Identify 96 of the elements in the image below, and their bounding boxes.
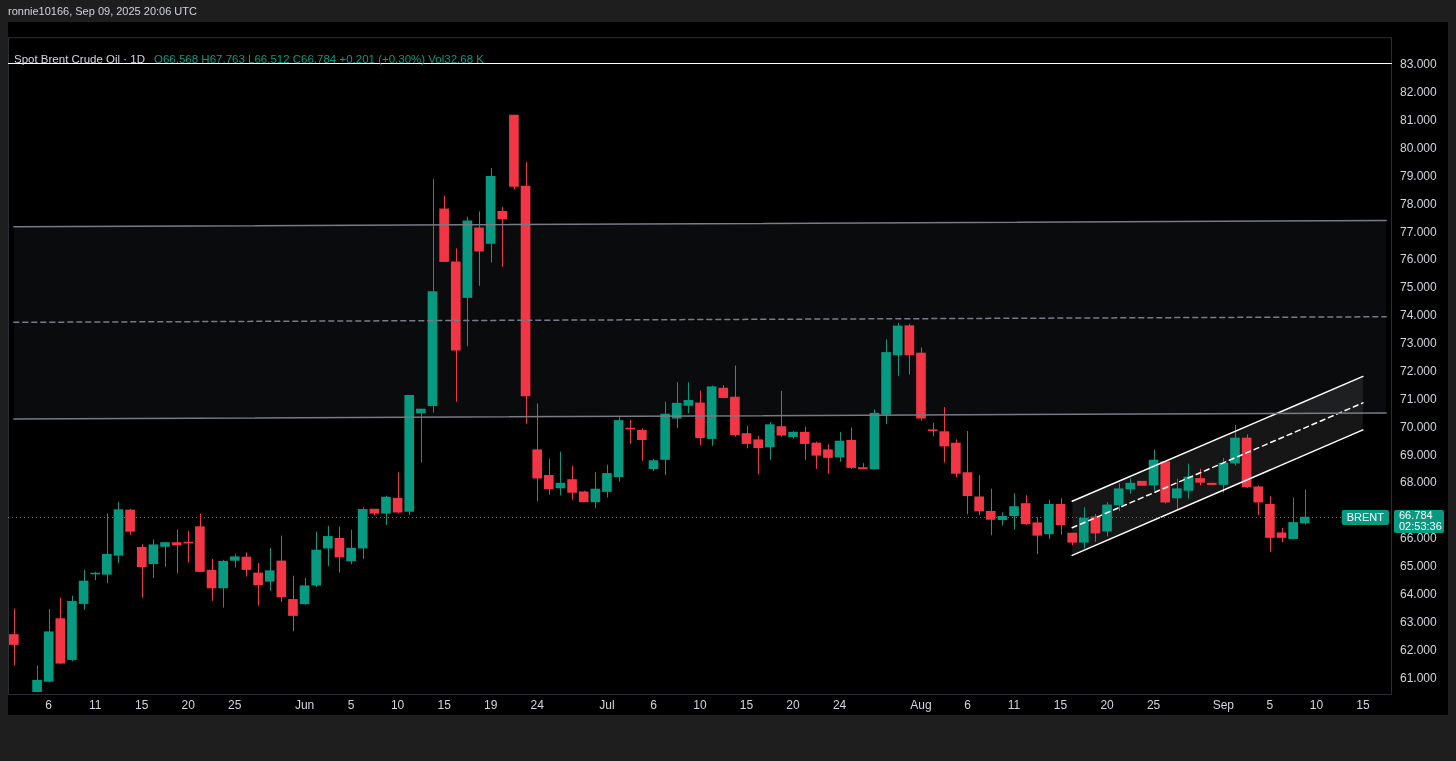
candlestick (741, 425, 752, 449)
x-tick-label: Aug (910, 697, 932, 712)
candlestick (8, 608, 19, 666)
candlestick (939, 406, 950, 464)
x-tick-label: 25 (1146, 697, 1161, 712)
x-tick-label: 15 (437, 697, 452, 712)
y-tick-label: 76.000 (1400, 252, 1438, 267)
x-tick-label: Sep (1212, 697, 1235, 712)
y-tick-label: 71.000 (1400, 391, 1438, 406)
candlestick (1032, 516, 1043, 555)
x-tick-label: 6 (45, 697, 53, 712)
x-tick-label: 6 (964, 697, 972, 712)
candlestick (416, 408, 426, 464)
text: 66.784 (1399, 509, 1433, 522)
x-tick-label: 6 (650, 697, 658, 712)
candlestick (834, 431, 845, 463)
x-tick-label: 11 (1007, 697, 1021, 712)
candlestick (567, 465, 577, 501)
candlestick (637, 427, 647, 462)
candlestick (288, 575, 298, 632)
candlestick (1253, 484, 1264, 516)
x-tick-label: 15 (739, 697, 754, 712)
candlestick (323, 525, 333, 567)
candlestick (1218, 457, 1229, 494)
x-tick-label: 15 (135, 697, 149, 712)
candlestick (823, 443, 833, 475)
y-tick-label: 79.000 (1400, 168, 1438, 183)
y-tick-label: 63.000 (1400, 614, 1438, 629)
x-tick-label: 15 (1356, 697, 1370, 712)
candlestick (497, 206, 508, 268)
candlestick (985, 488, 996, 536)
text: 02:53:36 (1399, 519, 1442, 532)
candlestick (764, 421, 775, 461)
x-tick-label: 5 (1266, 697, 1274, 712)
x-tick-label: 25 (228, 697, 242, 712)
x-tick-label: 24 (530, 697, 545, 712)
candlestick (264, 547, 275, 592)
candlestick (974, 474, 984, 516)
candlestick (125, 508, 135, 536)
candlestick (160, 542, 170, 568)
text: ronnie10166, Sep 09, 2025 20:06 UTC (8, 4, 197, 18)
x-tick-label: 15 (1053, 697, 1068, 712)
y-tick-label: 75.000 (1400, 280, 1438, 295)
y-tick-label: 72.000 (1400, 363, 1438, 378)
y-tick-label: 78.000 (1400, 196, 1438, 211)
candlestick (1055, 497, 1066, 536)
ref-line-label: BRENT (1346, 510, 1385, 523)
y-tick-label: 66.000 (1400, 531, 1438, 546)
candlestick (776, 390, 787, 438)
candlestick (78, 569, 89, 611)
x-tick-label: 20 (786, 697, 801, 712)
x-tick-label: 20 (181, 697, 196, 712)
candlestick (32, 664, 42, 693)
y-tick-label: 69.000 (1400, 447, 1438, 462)
candlestick (962, 430, 973, 515)
candlestick (206, 558, 217, 602)
y-tick-label: 82.000 (1400, 85, 1438, 100)
x-tick-label: 10 (1309, 697, 1324, 712)
y-tick-label: 83.000 (1400, 57, 1438, 72)
y-tick-label: 62.000 (1400, 642, 1438, 657)
candlestick (148, 538, 159, 579)
candlestick (1172, 478, 1182, 511)
text: O66.568 H67.763 L66.512 C66.784 +0.201 (+0.30%) Vol32.68 K (154, 53, 485, 66)
candlestick (543, 458, 554, 496)
x-tick-label: Jul (599, 697, 615, 712)
y-tick-label: 80.000 (1400, 141, 1438, 155)
candlestick (253, 562, 263, 607)
y-tick-label: 61.000 (1400, 670, 1438, 685)
candlestick (299, 577, 310, 606)
candlestick (671, 381, 682, 429)
y-tick-label: 65.000 (1400, 559, 1438, 574)
candlestick (683, 381, 694, 414)
candlestick (241, 551, 252, 578)
x-tick-label: 20 (1100, 697, 1115, 712)
candlestick (602, 464, 612, 499)
y-tick-label: 73.000 (1400, 336, 1438, 351)
x-tick-label: 10 (693, 697, 707, 712)
text: Spot Brent Crude Oil · 1D (14, 53, 146, 66)
candlestick (1020, 494, 1031, 526)
y-tick-label: 81.000 (1400, 113, 1438, 128)
y-tick-label: 74.000 (1400, 308, 1438, 323)
candlestick (590, 471, 601, 509)
candlestick (346, 529, 356, 565)
candlestick (136, 543, 147, 599)
candlestick (334, 526, 345, 574)
x-tick-label: 19 (483, 697, 498, 712)
y-tick-label: 77.000 (1400, 224, 1438, 239)
x-tick-label: 10 (390, 697, 405, 712)
y-tick-label: 70.000 (1400, 419, 1438, 434)
x-tick-label: 5 (347, 697, 355, 712)
y-tick-label: 68.000 (1400, 475, 1438, 490)
x-tick-label: 11 (88, 697, 102, 712)
candlestick (753, 435, 763, 475)
x-tick-label: Jun (294, 697, 315, 712)
y-tick-label: 64.000 (1400, 586, 1438, 601)
x-tick-label: 24 (832, 697, 847, 712)
